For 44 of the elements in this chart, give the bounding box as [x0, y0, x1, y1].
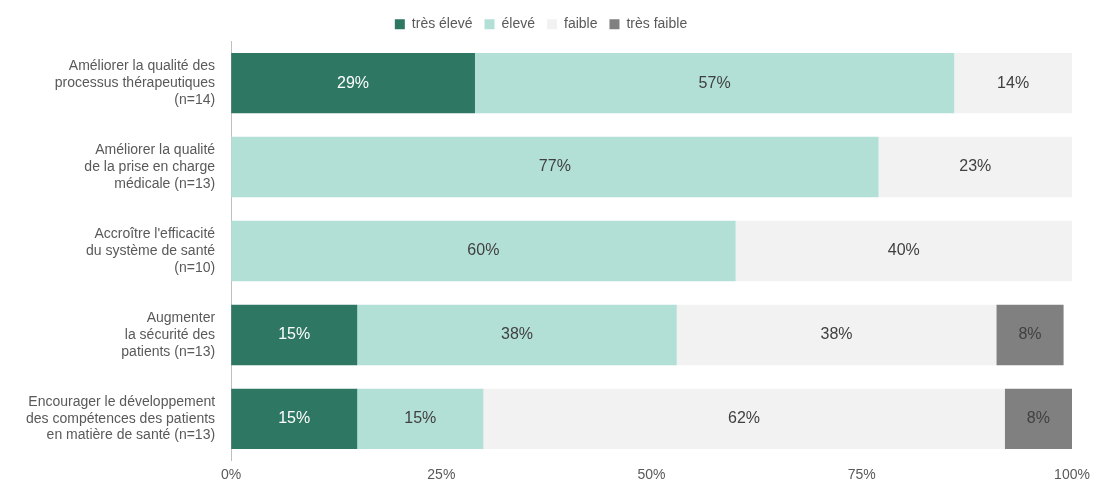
bar [474, 52, 955, 114]
legend-label: élevé [501, 15, 536, 32]
legend-label: très élevé [411, 15, 473, 32]
bar [357, 304, 677, 366]
data-label: 77% [538, 157, 571, 175]
bar [676, 304, 997, 366]
bar [231, 52, 475, 114]
bar [231, 304, 358, 366]
x-tick-label: 0% [221, 466, 242, 483]
y-tick-label: Améliorer la qualité de la prise en charge médicale (n=13) [84, 141, 216, 191]
bar [231, 220, 736, 282]
data-label: 60% [467, 241, 500, 259]
data-label: 38% [501, 325, 534, 343]
y-tick-label: Augmenter la sécurité des patients (n=13) [121, 308, 216, 359]
data-label: 40% [887, 241, 920, 259]
data-label: 38% [820, 325, 853, 343]
bar [357, 388, 484, 450]
y-tick-label: Encourager le développement des compétences des patients en matière de santé (n=13) [25, 392, 216, 443]
x-tick-label: 100% [1054, 466, 1090, 483]
data-label: 15% [278, 409, 311, 427]
data-label: 15% [404, 409, 437, 427]
x-tick-label: 75% [847, 466, 876, 483]
legend-label: faible [564, 15, 598, 32]
data-label: 8% [1018, 325, 1042, 343]
data-label: 14% [997, 73, 1030, 91]
bar [954, 52, 1072, 114]
bar [878, 136, 1072, 198]
data-label: 29% [337, 73, 370, 91]
data-label: 57% [698, 73, 731, 91]
x-tick-label: 25% [427, 466, 456, 483]
y-tick-label: Accroître l'efficacité du système de santé (n=10) [85, 225, 216, 275]
bar [231, 388, 358, 450]
data-label: 23% [959, 157, 992, 175]
bar [1004, 388, 1072, 450]
bar [231, 136, 879, 198]
data-label: 15% [278, 325, 311, 343]
data-label: 8% [1026, 409, 1050, 427]
bar [483, 388, 1005, 450]
bar [735, 220, 1072, 282]
bar [996, 304, 1064, 366]
data-label: 62% [728, 409, 761, 427]
y-tick-label: Améliorer la qualité des processus thérapeutiques (n=14) [54, 57, 216, 107]
legend-label: très faible [626, 15, 688, 32]
x-tick-label: 50% [637, 466, 666, 483]
